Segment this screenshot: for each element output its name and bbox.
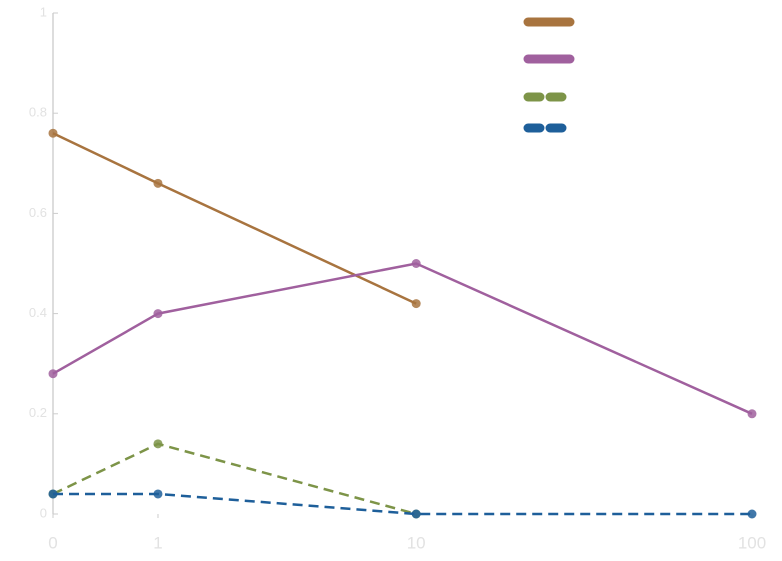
series-line	[52, 442, 417, 516]
series-point	[747, 409, 757, 419]
y-tick-label: 0.2	[29, 405, 47, 420]
y-tick-label: 0.6	[29, 205, 47, 220]
y-tick-label: 0.4	[29, 305, 47, 320]
series-point	[153, 489, 163, 499]
series-point	[153, 309, 163, 319]
series-point	[747, 509, 757, 519]
series-point	[48, 489, 58, 499]
x-tick-label: 1	[153, 533, 162, 552]
series-point	[48, 128, 58, 138]
y-tick-label: 1	[40, 4, 47, 19]
series-point	[411, 509, 421, 519]
x-tick-label: 100	[738, 533, 766, 552]
series-line	[52, 262, 753, 415]
y-tick-label: 0.8	[29, 105, 47, 120]
series-point	[153, 439, 163, 449]
series-line	[52, 132, 417, 305]
x-tick-label: 0	[48, 533, 57, 552]
series-line	[53, 492, 752, 516]
series-point	[153, 178, 163, 188]
y-tick-label: 0	[40, 505, 47, 520]
series-point	[48, 369, 58, 379]
series-point	[411, 259, 421, 268]
series-point	[411, 299, 421, 309]
x-tick-label: 10	[407, 533, 426, 552]
